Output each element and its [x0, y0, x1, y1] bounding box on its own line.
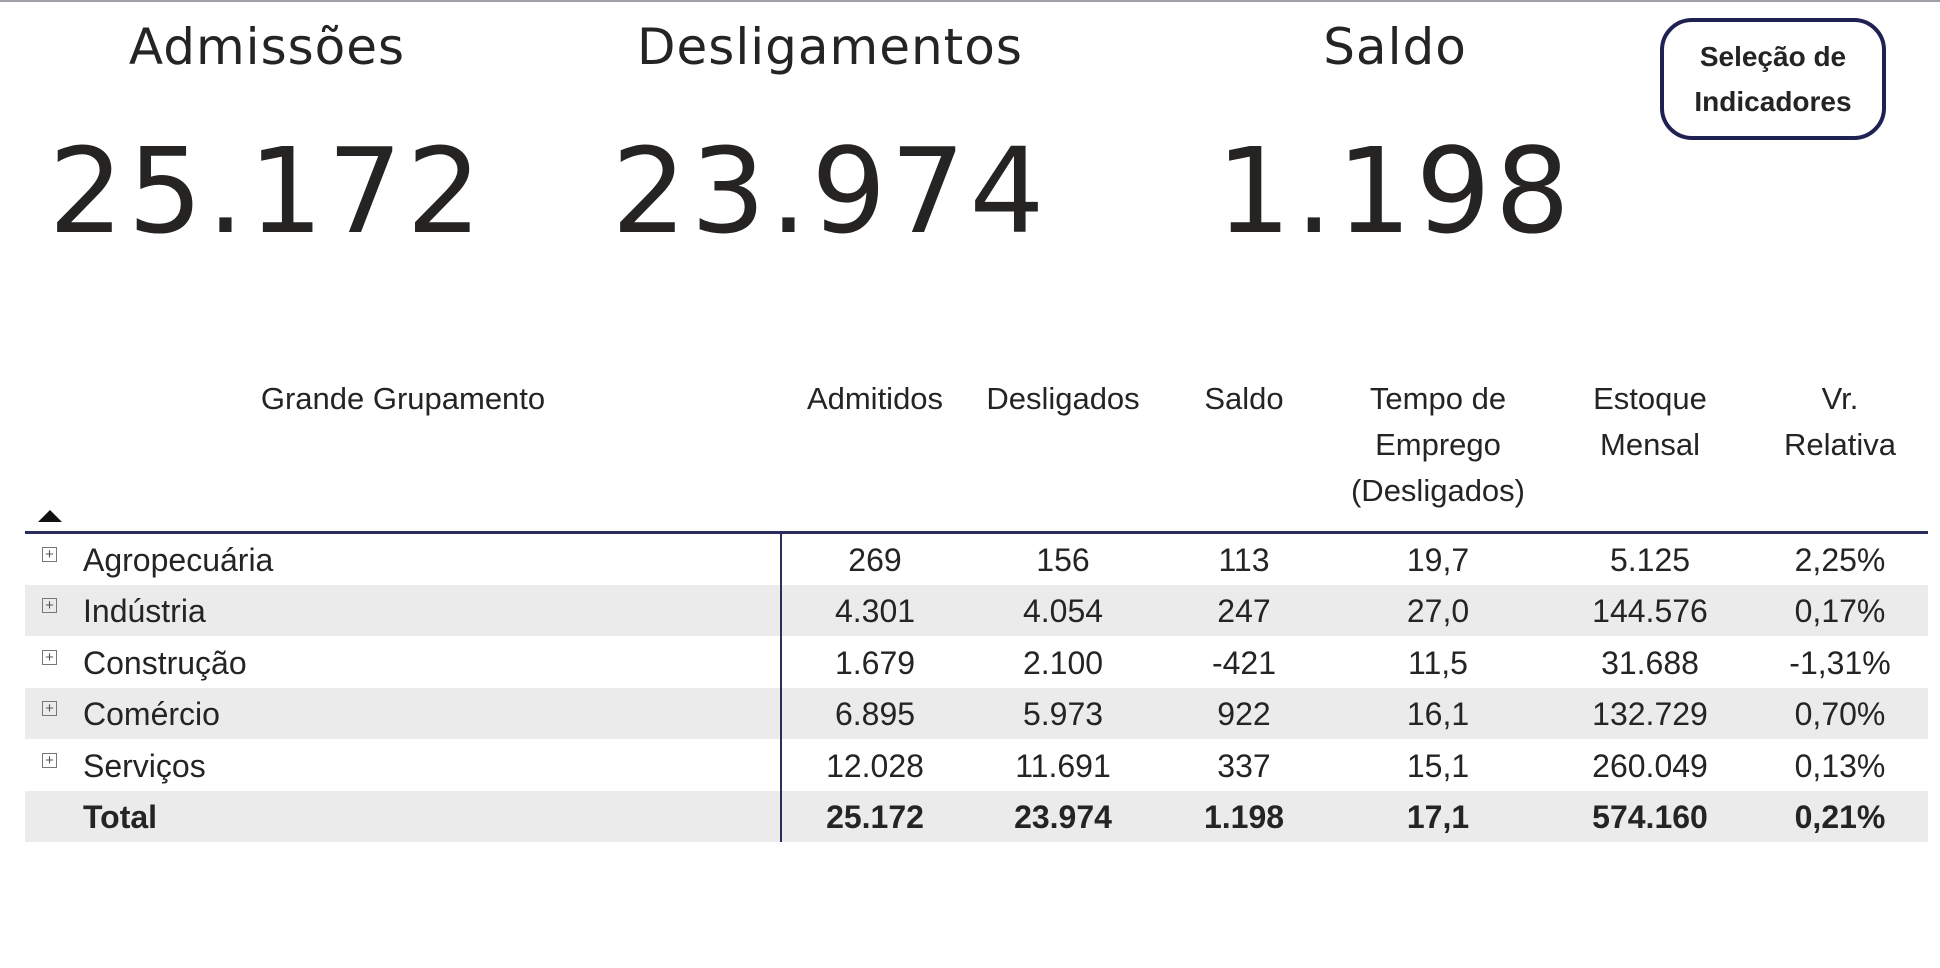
header-line: Mensal [1600, 427, 1700, 462]
cell-vr-relativa: -1,31% [1789, 644, 1891, 681]
cell-saldo: 113 [1218, 542, 1270, 578]
cell-vr-relativa: 0,17% [1794, 593, 1886, 630]
header-line: Emprego [1375, 427, 1501, 462]
cell-tempo-emprego: 17,1 [1406, 799, 1470, 835]
cell-vr-relativa: 0,21% [1794, 799, 1886, 835]
cell-saldo: -421 [1211, 644, 1277, 681]
expand-plus-icon[interactable]: + [42, 752, 57, 768]
cell-vr-relativa: 2,25% [1794, 542, 1886, 578]
cell-desligados: 5.973 [1022, 696, 1104, 733]
column-divider [780, 534, 782, 842]
cell-grande-grupamento: Comércio [83, 696, 220, 733]
cell-vr-relativa: 0,13% [1794, 747, 1886, 784]
kpi-admissoes-value: 25.172 [48, 122, 486, 260]
expand-plus-icon[interactable]: + [42, 701, 57, 717]
button-label-line2: Indicadores [1694, 86, 1852, 117]
cell-admitidos: 1.679 [834, 644, 916, 681]
cell-desligados: 23.974 [1014, 799, 1112, 835]
header-line: Grande Grupamento [260, 381, 546, 416]
cell-grande-grupamento: Agropecuária [83, 542, 274, 578]
cell-estoque-mensal: 5.125 [1609, 542, 1691, 578]
cell-desligados: 11.691 [1015, 747, 1111, 784]
table-row[interactable]: + Indústria 4.301 4.054 247 27,0 144.576 0,17% [25, 585, 1928, 637]
cell-estoque-mensal: 31.688 [1601, 644, 1699, 681]
kpi-saldo-title: Saldo [1323, 18, 1467, 76]
kpi-desligamentos-title: Desligamentos [637, 18, 1023, 76]
button-label-line1: Seleção de [1699, 41, 1847, 72]
header-line: Admitidos [806, 381, 944, 416]
header-line: (Desligados) [1350, 473, 1525, 508]
header-line: Desligados [986, 381, 1140, 416]
cell-grande-grupamento: Total [83, 799, 158, 835]
cell-tempo-emprego: 16,1 [1406, 696, 1470, 733]
cell-tempo-emprego: 11,5 [1408, 644, 1468, 681]
cell-desligados: 156 [1036, 542, 1090, 578]
header-desligados[interactable]: Desligados [963, 376, 1163, 422]
expand-plus-icon[interactable]: + [42, 598, 57, 614]
header-vr-relativa[interactable]: Vr. Relativa [1740, 376, 1940, 468]
header-tempo-emprego[interactable]: Tempo de Emprego (Desligados) [1338, 376, 1538, 514]
sort-ascending-icon[interactable] [38, 510, 62, 522]
cell-saldo: 922 [1217, 696, 1271, 733]
header-line: Vr. [1821, 381, 1859, 416]
cell-estoque-mensal: 260.049 [1592, 747, 1708, 784]
kpi-admissoes-title: Admissões [128, 18, 406, 76]
cell-admitidos: 269 [848, 542, 902, 578]
header-estoque-mensal[interactable]: Estoque Mensal [1550, 376, 1750, 468]
total-row[interactable]: Total 25.172 23.974 1.198 17,1 574.160 0,21% [25, 791, 1928, 842]
cell-saldo: 1.198 [1203, 799, 1285, 835]
table-row[interactable]: + Agropecuária 269 156 113 19,7 5.125 2,25% [25, 534, 1928, 585]
cell-estoque-mensal: 132.729 [1592, 696, 1708, 733]
cell-grande-grupamento: Serviços [83, 747, 206, 784]
selecao-indicadores-button[interactable]: Seleção de Indicadores [1660, 18, 1886, 140]
header-line: Saldo [1204, 381, 1284, 416]
header-divider [25, 531, 1928, 534]
header-saldo[interactable]: Saldo [1144, 376, 1344, 422]
cell-admitidos: 6.895 [834, 696, 916, 733]
cell-grande-grupamento: Indústria [83, 593, 206, 630]
header-grande-grupamento[interactable]: Grande Grupamento [203, 376, 603, 422]
top-border [0, 0, 1940, 2]
cell-tempo-emprego: 15,1 [1406, 747, 1470, 784]
expand-plus-icon[interactable]: + [42, 547, 57, 562]
kpi-desligamentos-value: 23.974 [611, 122, 1049, 260]
cell-tempo-emprego: 27,0 [1406, 593, 1470, 630]
cell-vr-relativa: 0,70% [1794, 696, 1886, 733]
cell-admitidos: 25.172 [826, 799, 924, 835]
expand-plus-icon[interactable]: + [42, 649, 57, 665]
table-row[interactable]: + Serviços 12.028 11.691 337 15,1 260.049 0,13% [25, 740, 1928, 791]
table-row[interactable]: + Comércio 6.895 5.973 922 16,1 132.729 0,70% [25, 688, 1928, 740]
kpi-saldo-value: 1.198 [1216, 122, 1574, 260]
header-admitidos[interactable]: Admitidos [775, 376, 975, 422]
header-line: Relativa [1784, 427, 1896, 462]
cell-tempo-emprego: 19,7 [1406, 542, 1470, 578]
header-line: Tempo de [1369, 381, 1507, 416]
cell-desligados: 4.054 [1022, 593, 1104, 630]
cell-saldo: 337 [1217, 747, 1271, 784]
header-line: Estoque [1593, 381, 1707, 416]
cell-estoque-mensal: 144.576 [1592, 593, 1708, 630]
table-row[interactable]: + Construção 1.679 2.100 -421 11,5 31.688 -1,31… [25, 637, 1928, 688]
cell-desligados: 2.100 [1022, 644, 1104, 681]
cell-admitidos: 4.301 [834, 593, 916, 630]
cell-estoque-mensal: 574.160 [1592, 799, 1708, 835]
cell-admitidos: 12.028 [826, 747, 924, 784]
cell-saldo: 247 [1217, 593, 1271, 630]
cell-grande-grupamento: Construção [83, 644, 247, 681]
